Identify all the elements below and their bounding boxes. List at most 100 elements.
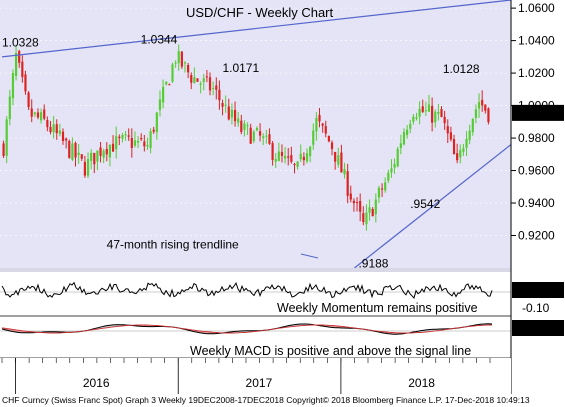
panel-divider: [0, 268, 511, 272]
candle-body: [118, 136, 121, 138]
candle-body: [105, 148, 108, 155]
time-year-label: 2018: [408, 376, 435, 390]
candle-body: [415, 117, 418, 119]
candle-body: [302, 156, 305, 161]
macd-last-value-box: [512, 320, 564, 336]
candle-body: [255, 127, 259, 131]
candle-body: [96, 150, 99, 162]
candle-body: [324, 126, 327, 134]
candle-body: [237, 118, 240, 123]
candle-body: [481, 99, 484, 106]
price-candles: [2, 44, 490, 231]
candle-body: [318, 114, 321, 122]
candle-body: [46, 120, 49, 128]
candle-body: [449, 132, 452, 140]
candle-body: [102, 150, 105, 158]
candle-body: [227, 106, 230, 120]
candle-body: [384, 182, 387, 191]
candle-body: [140, 138, 143, 140]
candle-body: [452, 139, 456, 155]
candle-body: [277, 151, 280, 161]
candle-body: [443, 116, 446, 124]
momentum-series-line: [1, 281, 493, 300]
candle-body: [171, 64, 174, 82]
candle-body: [427, 104, 431, 112]
candle-body: [196, 78, 199, 82]
price-annotation-label: 1.0171: [222, 61, 259, 75]
candle-body: [65, 138, 68, 141]
candle-body: [252, 131, 255, 142]
candle-body: [409, 123, 412, 129]
candle-body: [74, 142, 77, 158]
candle-body: [174, 62, 177, 64]
candle-body: [337, 155, 340, 165]
candle-body: [233, 110, 237, 122]
candle-body: [334, 151, 337, 162]
candle-body: [18, 50, 21, 63]
candle-body: [108, 144, 112, 158]
price-tick-label: 0.9200: [518, 229, 555, 243]
candle-body: [224, 104, 227, 106]
candle-body: [246, 125, 249, 127]
price-annotation-label: .9542: [410, 197, 440, 211]
candle-body: [183, 62, 187, 64]
candle-body: [377, 187, 381, 198]
candle-body: [396, 148, 399, 167]
candle-body: [406, 129, 409, 136]
upper-channel-trendline: [1, 0, 512, 58]
time-axis-bg: [0, 358, 511, 394]
candle-body: [462, 148, 465, 152]
price-y-axis: 0.92000.94000.96000.98001.00001.02001.04…: [511, 1, 555, 243]
candle-body: [83, 161, 86, 176]
candle-body: [474, 109, 478, 119]
macd-title: Weekly MACD is positive and above the si…: [190, 344, 471, 358]
candle-body: [249, 127, 252, 144]
candle-body: [456, 153, 459, 161]
candle-body: [465, 138, 468, 148]
candle-body: [14, 52, 18, 76]
candle-body: [55, 124, 58, 134]
price-annotation-label: .9188: [358, 256, 388, 270]
candle-body: [305, 153, 309, 162]
candle-body: [5, 119, 8, 156]
price-last-value-box: [512, 104, 564, 121]
signal-series-line: [1, 324, 492, 334]
candle-body: [487, 108, 490, 123]
candle-body: [152, 129, 155, 132]
momentum-y-axis: 0.0026 -0.10: [512, 282, 564, 315]
candle-body: [193, 77, 196, 83]
candle-body: [221, 103, 224, 107]
candle-body: [321, 123, 324, 126]
momentum-last-value-label: 0.0026: [517, 284, 554, 298]
momentum-tick-label: -0.10: [522, 301, 550, 315]
candle-body: [61, 131, 65, 142]
candle-body: [2, 143, 5, 156]
candle-body: [271, 143, 274, 160]
candle-body: [265, 135, 268, 137]
candle-body: [437, 111, 440, 114]
candle-body: [380, 188, 384, 190]
candle-body: [165, 81, 168, 85]
candle-body: [362, 213, 365, 223]
candle-body: [230, 109, 234, 118]
candle-body: [190, 75, 193, 83]
price-annotation-label: 1.0344: [141, 33, 178, 47]
candle-body: [240, 120, 243, 132]
candle-body: [111, 143, 115, 152]
price-last-value-marker: 0.9955: [512, 104, 564, 121]
candle-body: [202, 78, 205, 82]
price-panel-bg: [0, 0, 511, 268]
candle-body: [143, 141, 146, 147]
candle-body: [412, 116, 415, 122]
candle-body: [431, 105, 434, 123]
price-tick-label: 1.0600: [518, 1, 555, 15]
macd-panel-bg: [0, 316, 511, 358]
candle-body: [99, 147, 102, 156]
candle-body: [208, 77, 212, 91]
price-annotation-label: 47-month rising trendline: [107, 237, 239, 251]
price-tick-label: 0.9400: [518, 196, 555, 210]
price-annotation-label: 1.0328: [2, 35, 39, 49]
rising-trendline: [354, 144, 512, 269]
candle-body: [93, 152, 96, 165]
candle-body: [424, 110, 427, 112]
